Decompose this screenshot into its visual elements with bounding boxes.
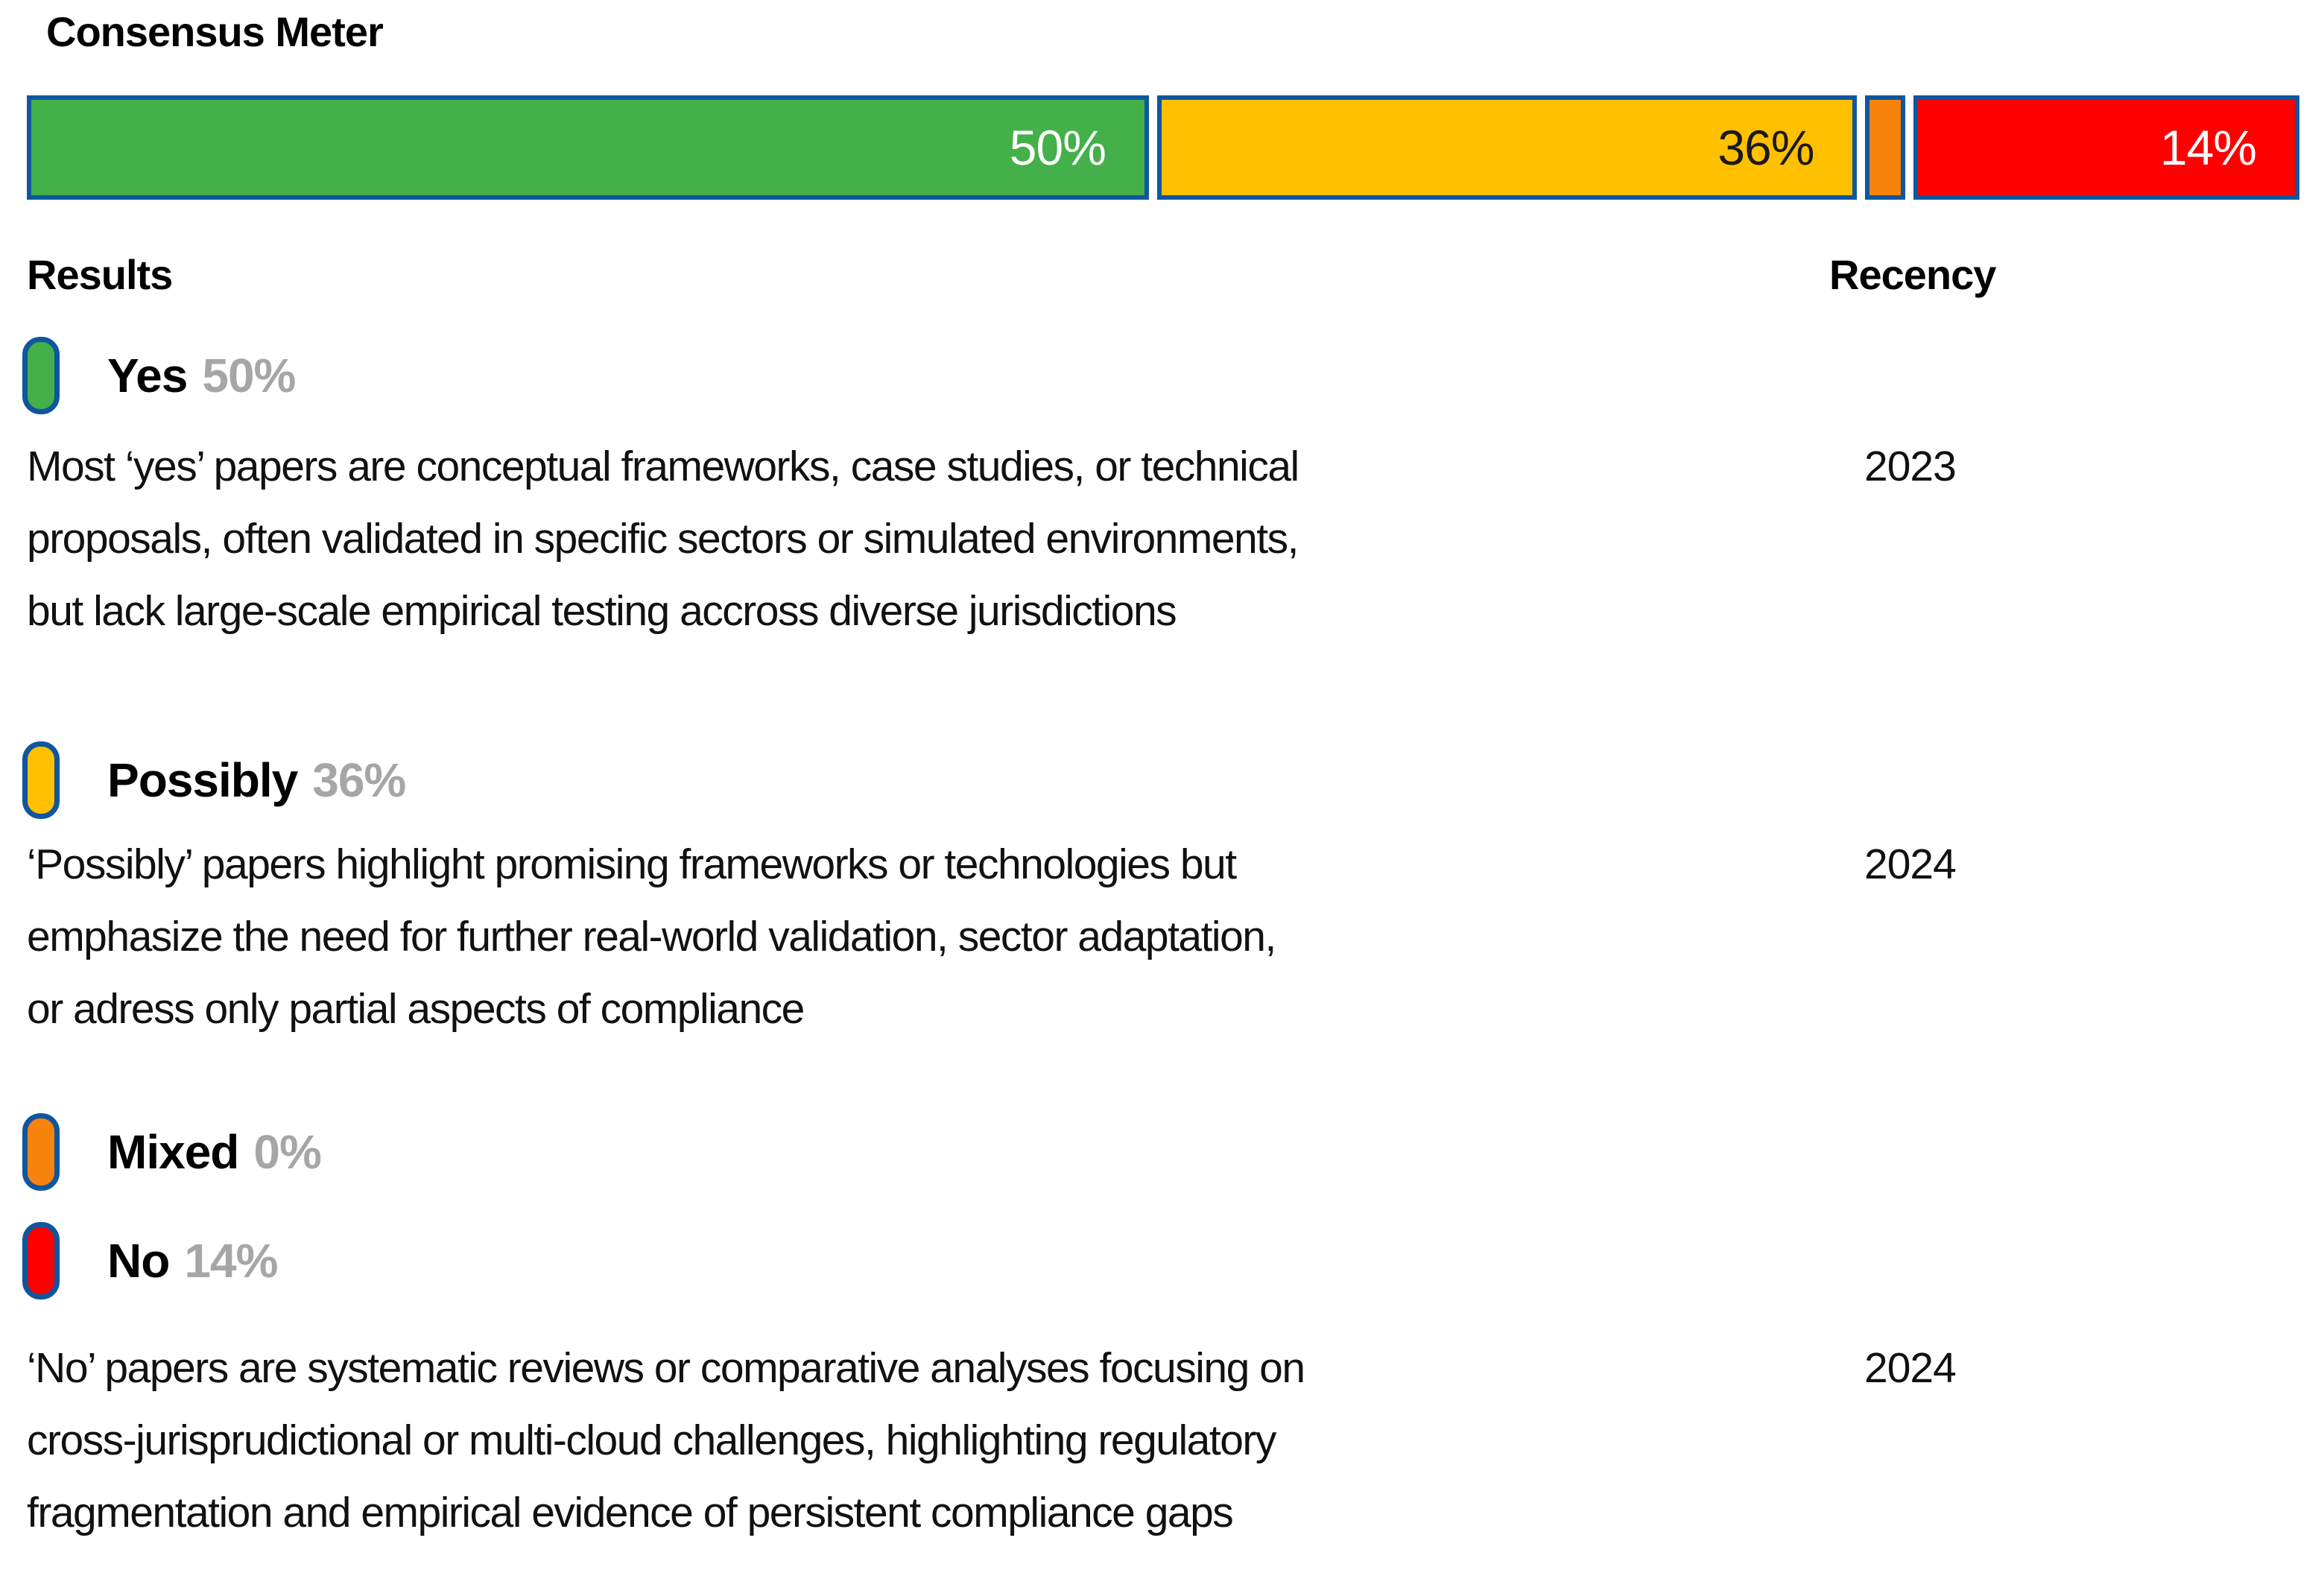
description-line: or adress only partial aspects of compli… xyxy=(27,985,805,1033)
recency-year-no: 2024 xyxy=(1864,1344,1957,1392)
meter-segment-possibly-label: 36% xyxy=(1717,120,1814,175)
description-line: Most ‘yes’ papers are conceptual framewo… xyxy=(27,443,1299,490)
legend-name-mixed: Mixed xyxy=(107,1125,239,1179)
legend-label-mixed: Mixed 0% xyxy=(107,1124,322,1180)
yes-color-swatch xyxy=(22,337,60,414)
legend-row-possibly: Possibly 36% xyxy=(22,741,406,819)
meter-segment-no-label: 14% xyxy=(2159,120,2257,175)
description-line: fragmentation and empirical evidence of … xyxy=(27,1489,1234,1536)
legend-pct-mixed: 0% xyxy=(253,1125,321,1179)
meter-segment-possibly: 36% xyxy=(1156,95,1858,200)
recency-year-yes: 2023 xyxy=(1864,443,1957,490)
legend-label-no: No 14% xyxy=(107,1233,278,1288)
mixed-color-swatch xyxy=(22,1113,60,1191)
legend-name-possibly: Possibly xyxy=(107,753,298,807)
no-color-swatch xyxy=(22,1222,60,1300)
description-line: emphasize the need for further real-worl… xyxy=(27,913,1276,960)
legend-row-yes: Yes 50% xyxy=(22,337,296,414)
possibly-color-swatch xyxy=(22,741,60,819)
meter-segment-yes-label: 50% xyxy=(1009,120,1106,175)
legend-pct-no: 14% xyxy=(184,1234,278,1288)
meter-segment-yes: 50% xyxy=(27,95,1149,200)
legend-label-possibly: Possibly 36% xyxy=(107,753,406,808)
description-line: ‘No’ papers are systematic reviews or co… xyxy=(27,1344,1305,1392)
legend-row-mixed: Mixed 0% xyxy=(22,1113,322,1191)
legend-pct-possibly: 36% xyxy=(312,753,406,807)
legend-pct-yes: 50% xyxy=(202,349,296,402)
recency-header: Recency xyxy=(1829,251,1996,298)
legend-label-yes: Yes 50% xyxy=(107,348,296,403)
description-yes: Most ‘yes’ papers are conceptual framewo… xyxy=(27,431,1299,648)
results-header: Results xyxy=(27,251,173,298)
legend-row-no: No 14% xyxy=(22,1222,278,1300)
description-line: but lack large-scale empirical testing a… xyxy=(27,587,1177,635)
consensus-meter-bar: 50% 36% 14% xyxy=(27,95,2299,200)
page-title: Consensus Meter xyxy=(46,8,384,55)
legend-name-no: No xyxy=(107,1234,170,1288)
description-no: ‘No’ papers are systematic reviews or co… xyxy=(27,1332,1305,1549)
description-line: cross-jurisprudictional or multi-cloud c… xyxy=(27,1417,1276,1464)
description-possibly: ‘Possibly’ papers highlight promising fr… xyxy=(27,829,1276,1045)
legend-name-yes: Yes xyxy=(107,349,188,402)
description-line: proposals, often validated in specific s… xyxy=(27,515,1299,563)
meter-segment-no: 14% xyxy=(1913,95,2299,200)
meter-segment-mixed xyxy=(1865,95,1906,200)
description-line: ‘Possibly’ papers highlight promising fr… xyxy=(27,841,1237,888)
recency-year-possibly: 2024 xyxy=(1864,841,1957,888)
